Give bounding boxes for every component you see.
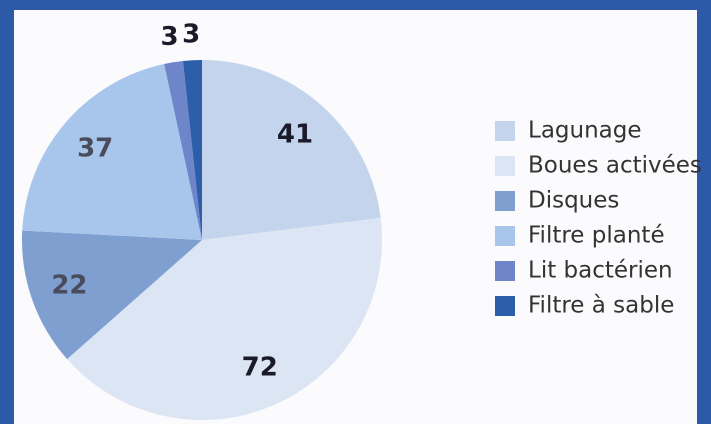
legend-swatch bbox=[495, 261, 515, 281]
legend-label: Filtre planté bbox=[528, 223, 665, 249]
legend-label: Disques bbox=[528, 188, 619, 214]
legend-label: Lagunage bbox=[528, 118, 642, 144]
value-label: 3 bbox=[182, 20, 200, 50]
value-label: 22 bbox=[51, 271, 87, 301]
pie-slice bbox=[202, 60, 381, 240]
pie-slice bbox=[67, 217, 382, 420]
legend-swatch bbox=[495, 121, 515, 141]
pie-slice bbox=[182, 60, 202, 240]
legend-swatch bbox=[495, 191, 515, 211]
value-label: 37 bbox=[77, 133, 113, 163]
value-label: 72 bbox=[242, 352, 278, 382]
pie-slice bbox=[21, 230, 202, 360]
legend-label: Lit bactérien bbox=[528, 258, 673, 284]
legend-swatch bbox=[495, 156, 515, 176]
pie-slice bbox=[164, 61, 202, 241]
value-label: 3 bbox=[160, 22, 178, 52]
legend-label: Boues activées bbox=[528, 153, 702, 179]
value-label: 41 bbox=[277, 119, 313, 149]
legend-swatch bbox=[495, 296, 515, 316]
pie-slice bbox=[22, 64, 202, 240]
legend-swatch bbox=[495, 226, 515, 246]
legend-label: Filtre à sable bbox=[528, 293, 674, 319]
